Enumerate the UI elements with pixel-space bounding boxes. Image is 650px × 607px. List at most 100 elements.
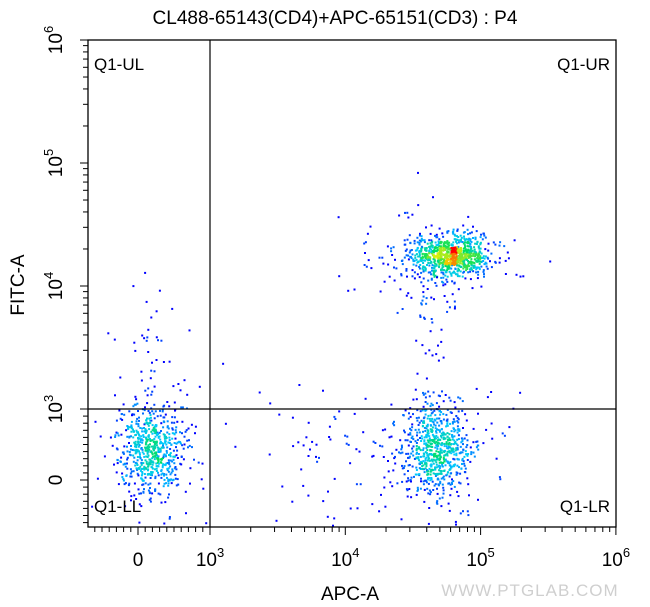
- data-point: [434, 427, 437, 430]
- data-point: [422, 460, 425, 463]
- data-point: [157, 482, 160, 485]
- data-point: [416, 419, 419, 422]
- data-point: [418, 467, 421, 470]
- data-point: [447, 264, 450, 267]
- data-point: [161, 472, 164, 475]
- data-point: [444, 433, 447, 436]
- data-point: [418, 267, 421, 270]
- data-point: [466, 444, 469, 446]
- data-point: [465, 257, 468, 260]
- data-point: [449, 494, 452, 497]
- data-point: [383, 486, 386, 489]
- data-point: [424, 247, 427, 250]
- data-point: [478, 260, 480, 263]
- data-point: [316, 460, 319, 463]
- data-point: [160, 430, 162, 432]
- data-point: [418, 265, 421, 268]
- data-point: [418, 249, 421, 252]
- data-point: [145, 455, 148, 458]
- data-point: [473, 264, 476, 267]
- data-point: [401, 451, 404, 454]
- data-point: [470, 231, 473, 234]
- data-point: [444, 437, 447, 440]
- data-point: [442, 281, 445, 284]
- data-point: [165, 436, 167, 438]
- data-point: [130, 435, 132, 438]
- data-point: [161, 457, 163, 460]
- data-point: [456, 235, 458, 238]
- data-point: [135, 451, 138, 454]
- data-point: [392, 469, 395, 472]
- data-point: [405, 460, 407, 463]
- data-point: [410, 452, 413, 455]
- data-point: [135, 467, 138, 470]
- data-point: [494, 260, 497, 263]
- data-point: [427, 430, 430, 432]
- data-point: [444, 283, 447, 286]
- data-point: [169, 448, 172, 450]
- data-point: [176, 478, 179, 481]
- data-point: [302, 444, 305, 447]
- data-point: [466, 459, 469, 461]
- data-point: [166, 469, 169, 472]
- data-point: [390, 247, 393, 250]
- data-point: [407, 444, 410, 447]
- data-point: [442, 276, 445, 279]
- data-point: [124, 505, 127, 508]
- data-point: [434, 473, 437, 475]
- data-point: [433, 248, 436, 251]
- data-point: [138, 492, 141, 495]
- data-point: [380, 493, 382, 496]
- data-point: [183, 379, 186, 382]
- data-point: [167, 459, 170, 462]
- data-point: [454, 262, 457, 265]
- data-point: [432, 458, 435, 461]
- data-point: [448, 306, 451, 309]
- data-point: [467, 514, 470, 517]
- data-point: [400, 260, 403, 262]
- data-point: [422, 430, 424, 433]
- quadrant-label-lr: Q1-LR: [560, 497, 610, 516]
- data-point: [466, 477, 469, 480]
- data-point: [418, 234, 421, 237]
- data-point: [398, 451, 400, 454]
- data-point: [484, 248, 487, 251]
- data-point: [135, 498, 138, 500]
- data-point: [486, 256, 489, 259]
- data-point: [469, 238, 472, 241]
- data-point: [328, 425, 331, 428]
- data-point: [138, 452, 141, 455]
- data-point: [416, 486, 419, 489]
- data-point: [459, 451, 462, 454]
- data-point: [418, 252, 421, 255]
- data-point: [431, 417, 434, 420]
- data-point: [426, 258, 428, 261]
- data-point: [162, 442, 165, 445]
- data-point: [424, 442, 427, 445]
- data-point: [480, 265, 483, 268]
- data-point: [389, 481, 392, 484]
- data-point: [155, 310, 158, 313]
- data-point: [140, 468, 143, 470]
- data-point: [398, 214, 401, 217]
- data-point: [145, 436, 147, 439]
- data-point: [429, 428, 432, 431]
- data-point: [469, 261, 471, 263]
- data-point: [147, 351, 150, 353]
- data-point: [478, 268, 481, 271]
- data-point: [425, 434, 428, 436]
- data-point: [458, 428, 461, 431]
- data-point: [181, 420, 184, 423]
- data-point: [409, 249, 412, 252]
- data-point: [483, 273, 485, 276]
- data-point: [443, 249, 446, 251]
- data-point: [148, 428, 151, 431]
- data-point: [417, 255, 420, 258]
- data-point: [447, 446, 450, 448]
- data-point: [453, 439, 456, 442]
- data-point: [406, 238, 409, 241]
- data-point: [167, 482, 170, 485]
- data-point: [441, 232, 444, 235]
- data-point: [409, 415, 412, 418]
- data-point: [464, 241, 467, 244]
